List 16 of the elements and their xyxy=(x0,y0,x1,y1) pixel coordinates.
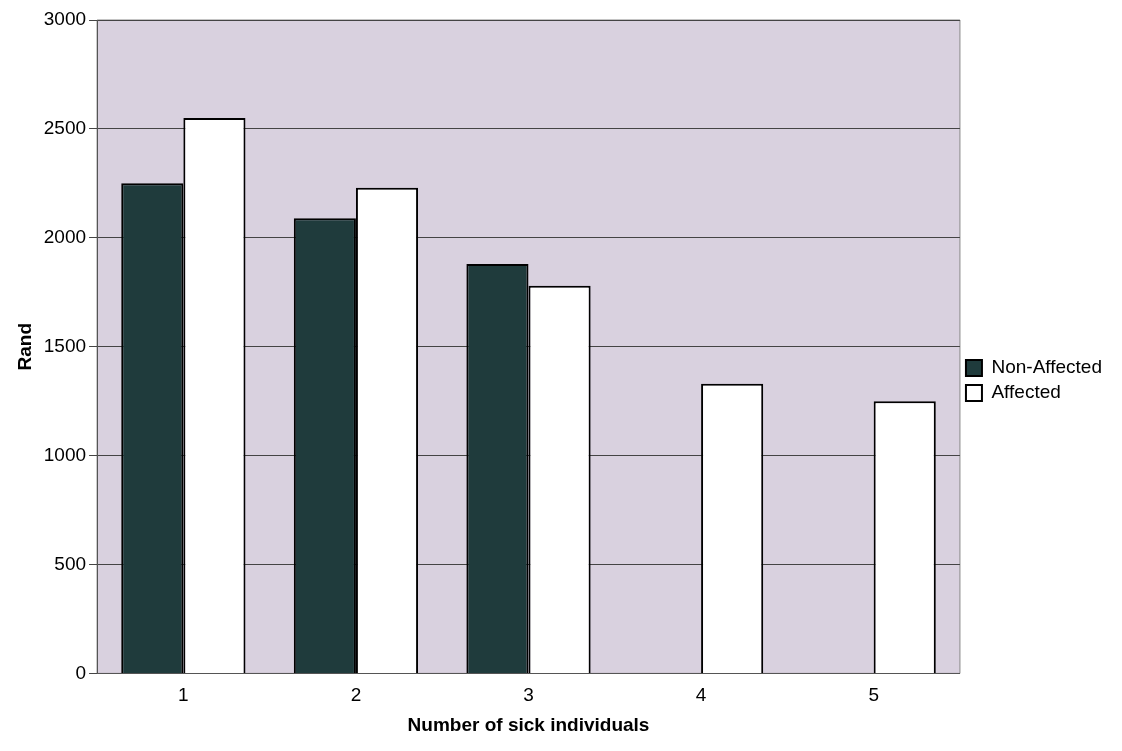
y-tick-label: 1500 xyxy=(43,334,87,356)
legend-label: Non-Affected xyxy=(991,356,1103,378)
x-tick-label: 1 xyxy=(178,684,189,706)
y-tick-label: 1000 xyxy=(43,443,87,465)
x-tick-label: 2 xyxy=(350,684,362,706)
y-axis-title: Rand xyxy=(13,322,35,371)
x-tick-label: 5 xyxy=(868,684,879,706)
y-tick-label: 3000 xyxy=(43,8,87,30)
x-tick-label: 3 xyxy=(523,684,534,706)
x-axis-title: Number of sick individuals xyxy=(407,713,650,735)
y-tick-label: 2000 xyxy=(43,226,87,248)
legend-label: Affected xyxy=(991,381,1061,403)
y-tick-label: 2500 xyxy=(43,117,87,139)
x-tick-label: 4 xyxy=(695,684,707,706)
y-tick-label: 500 xyxy=(54,552,87,574)
y-tick-label: 0 xyxy=(75,661,87,683)
